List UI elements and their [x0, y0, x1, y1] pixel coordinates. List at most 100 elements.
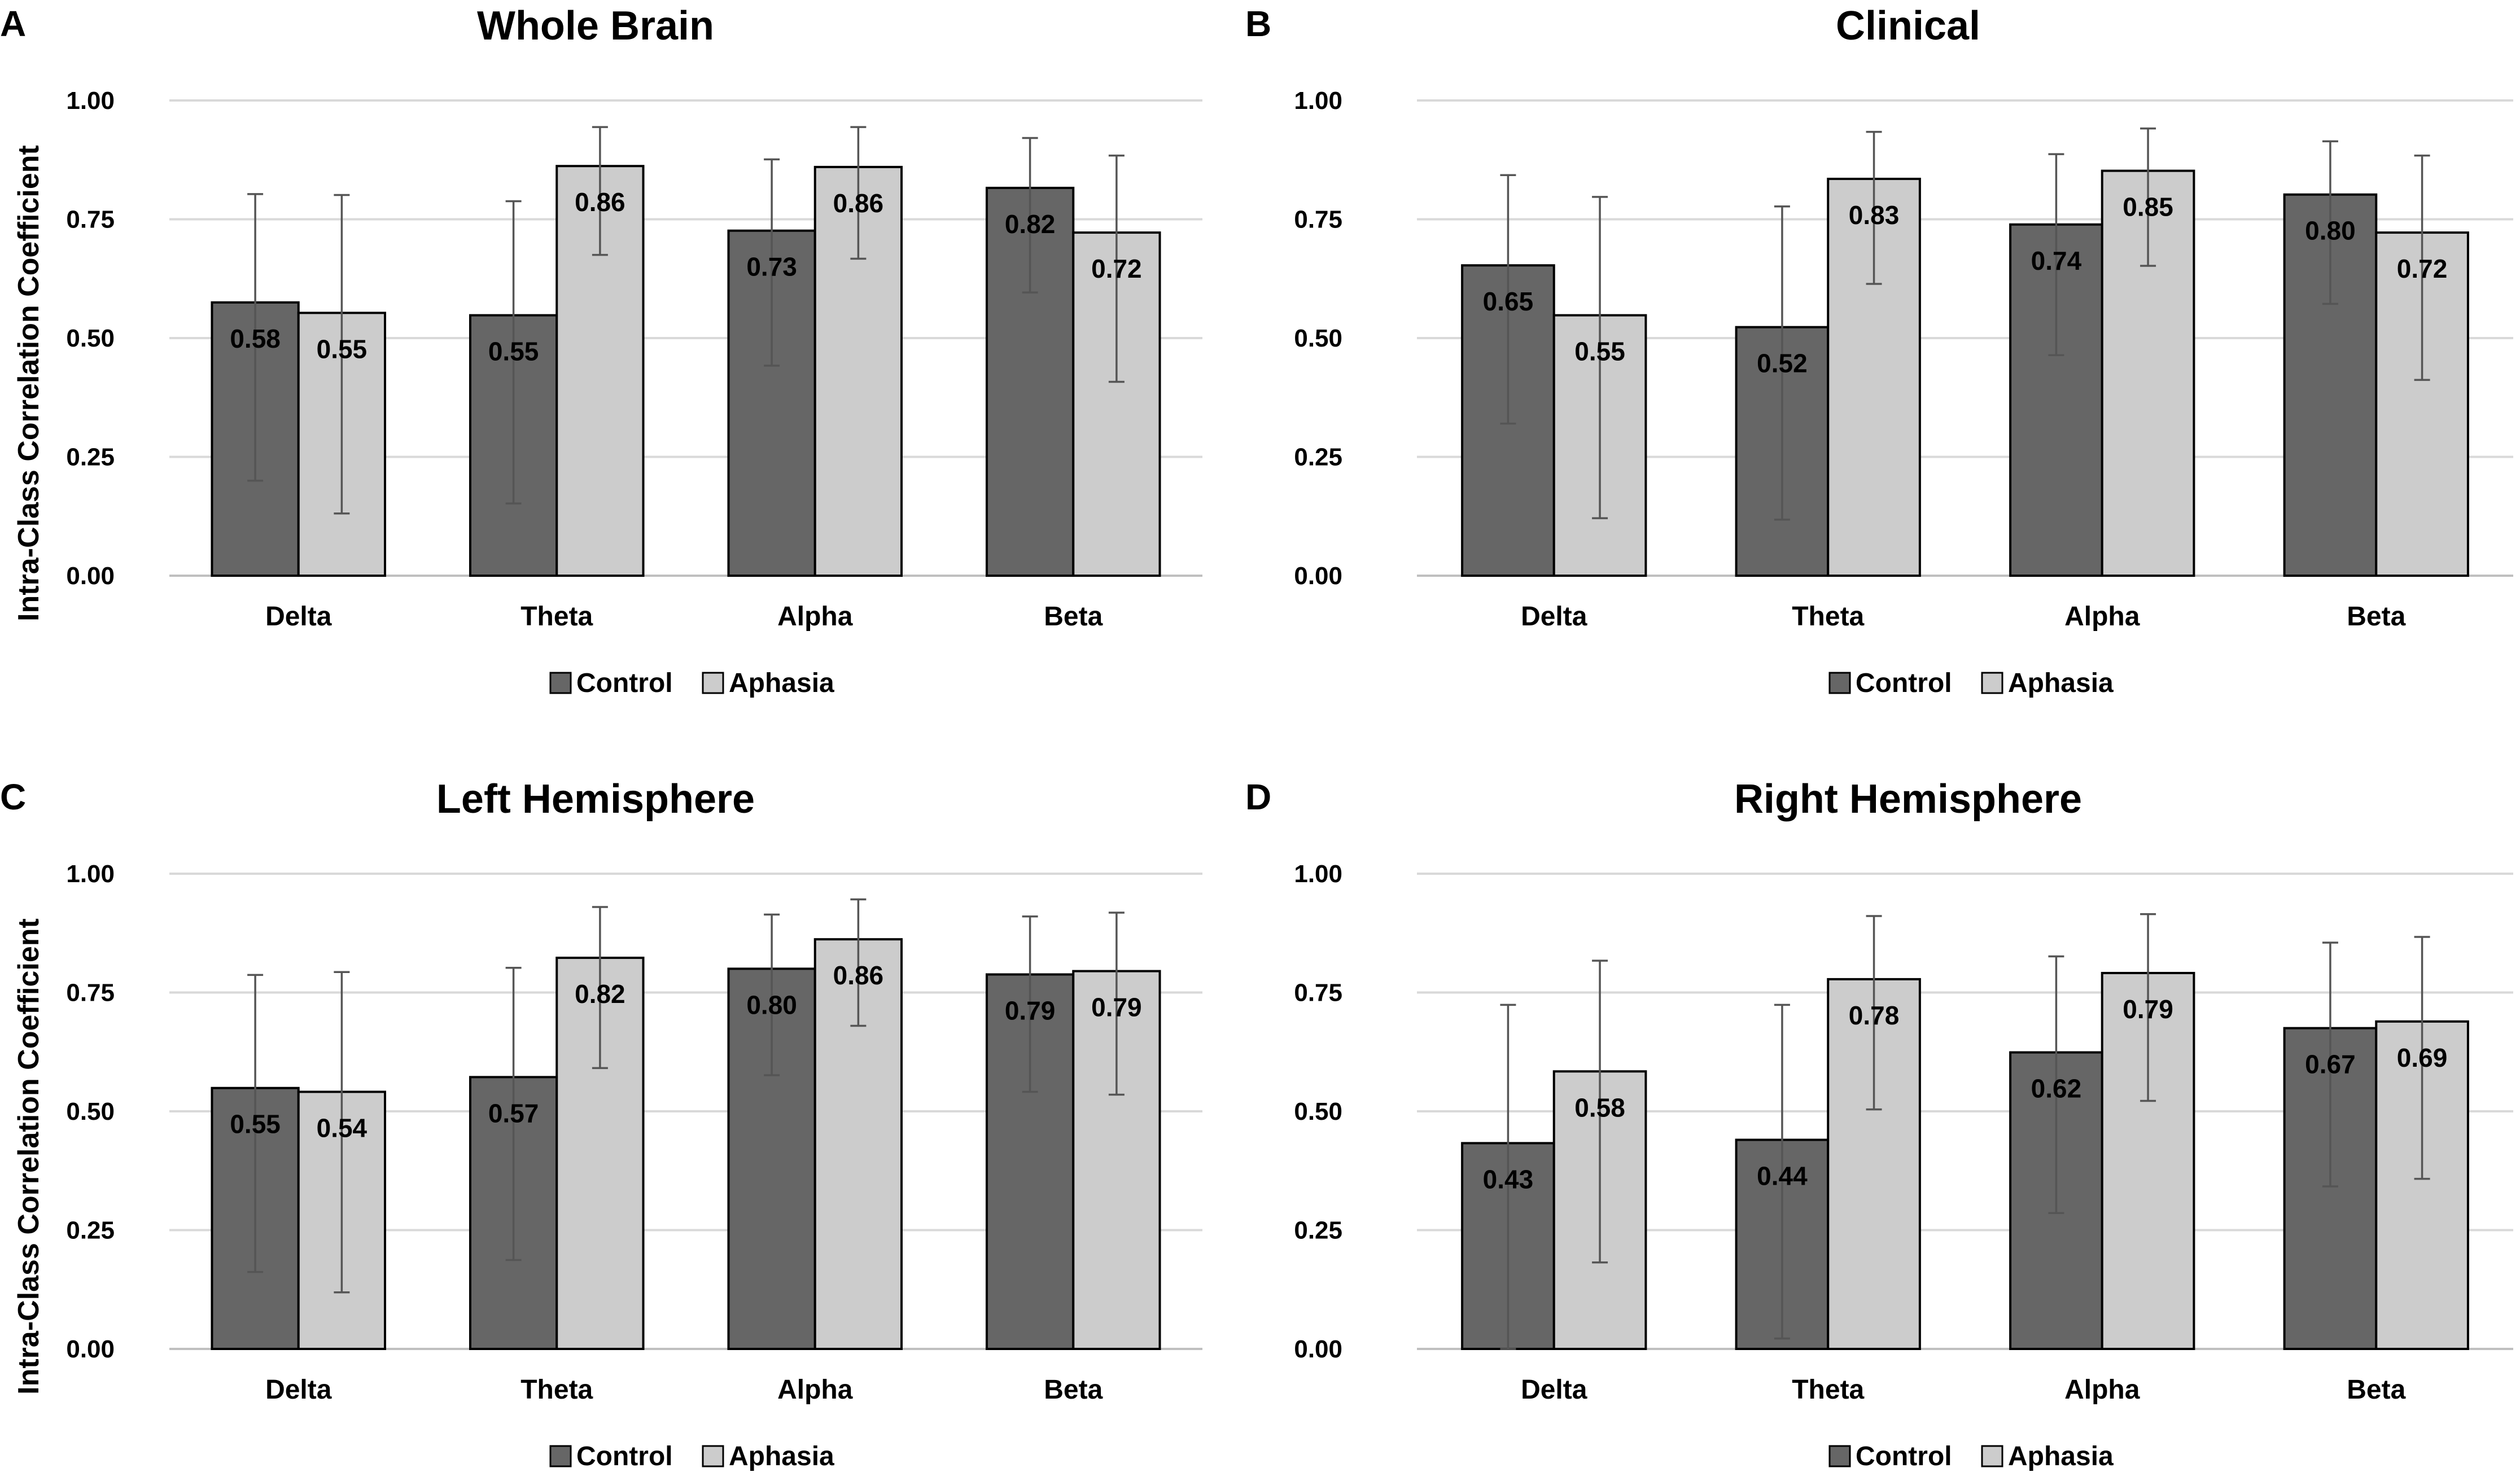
legend-swatch-aphasia — [702, 672, 724, 694]
data-label: 0.86 — [575, 187, 625, 217]
y-tick-label: 0.50 — [1294, 1098, 1342, 1125]
y-tick-label: 0.00 — [66, 1335, 115, 1363]
legend-swatch-control — [1828, 672, 1851, 694]
y-tick-label: 1.00 — [66, 860, 115, 888]
y-tick-label: 0.50 — [1294, 325, 1342, 352]
bar-aphasia-theta — [555, 957, 645, 1351]
legend-swatch-aphasia — [1981, 1445, 2003, 1467]
data-label: 0.80 — [746, 990, 797, 1019]
legend-swatch-control — [1828, 1445, 1851, 1467]
x-category-label: Beta — [2347, 1375, 2405, 1405]
x-category-label: Theta — [520, 602, 593, 632]
x-category-label: Theta — [520, 1375, 593, 1405]
chart-title: Whole Brain — [477, 3, 714, 49]
data-label: 0.79 — [1091, 993, 1142, 1022]
y-tick-label: 0.00 — [1294, 562, 1342, 590]
data-label: 0.85 — [2123, 192, 2173, 222]
data-label: 0.78 — [1849, 1001, 1900, 1030]
y-tick-label: 0.75 — [1294, 979, 1342, 1007]
x-category-label: Beta — [1044, 602, 1102, 632]
x-category-label: Delta — [265, 602, 332, 632]
data-label: 0.52 — [1757, 349, 1808, 378]
legend-label-control: Control — [576, 668, 673, 698]
y-tick-label: 0.50 — [66, 1098, 115, 1125]
legend-label-aphasia: Aphasia — [729, 1441, 834, 1471]
data-label: 0.65 — [1483, 287, 1534, 316]
chart-title: Right Hemisphere — [1734, 777, 2082, 822]
chart-panel-b: B Clinical 0.00 0.25 0.50 0.75 1.00 0.65 0.55 Del… — [1245, 3, 2513, 698]
x-category-label: Theta — [1792, 1375, 1864, 1405]
x-category-label: Alpha — [777, 602, 853, 632]
legend-swatch-control — [549, 1445, 572, 1467]
legend-label-control: Control — [576, 1441, 673, 1471]
y-tick-label: 0.75 — [66, 979, 115, 1007]
x-category-label: Delta — [1521, 1375, 1587, 1405]
data-label: 0.57 — [488, 1098, 539, 1128]
legend-swatch-control — [549, 672, 572, 694]
data-label: 0.54 — [317, 1113, 368, 1142]
y-axis-label: Intra-Class Correlation Coefficient — [12, 918, 45, 1395]
chart-panel-d: D Right Hemisphere 0.00 0.25 0.50 0.75 1.00 0.4… — [1245, 777, 2513, 1471]
data-label: 0.55 — [317, 334, 368, 363]
data-label: 0.86 — [833, 189, 884, 218]
panel-letter: C — [0, 777, 26, 817]
y-tick-label: 0.50 — [66, 325, 115, 352]
legend-swatch-aphasia — [1981, 672, 2003, 694]
data-label: 0.67 — [2305, 1050, 2356, 1079]
data-label: 0.55 — [488, 337, 539, 366]
y-tick-label: 0.25 — [1294, 444, 1342, 471]
y-tick-label: 1.00 — [1294, 87, 1342, 115]
chart-panel-a: A Whole Brain 0.00 0.25 0.50 0.75 1.00 Intra-Cl… — [0, 3, 1202, 698]
x-category-label: Delta — [1521, 602, 1587, 632]
x-category-label: Delta — [265, 1375, 332, 1405]
x-category-label: Alpha — [2064, 602, 2140, 632]
panel-letter: D — [1245, 777, 1271, 817]
data-label: 0.62 — [2031, 1074, 2082, 1103]
y-tick-label: 0.25 — [1294, 1217, 1342, 1245]
bar-aphasia-beta — [2375, 1020, 2469, 1351]
x-category-label: Theta — [1792, 602, 1864, 632]
y-tick-label: 1.00 — [1294, 860, 1342, 888]
data-label: 0.82 — [575, 979, 625, 1009]
y-axis-label: Intra-Class Correlation Coefficient — [12, 145, 45, 621]
data-label: 0.74 — [2031, 246, 2082, 275]
data-label: 0.43 — [1483, 1164, 1534, 1194]
data-label: 0.82 — [1005, 209, 1056, 239]
x-category-label: Beta — [2347, 602, 2405, 632]
data-label: 0.79 — [2123, 994, 2173, 1024]
legend-label-aphasia: Aphasia — [2008, 1441, 2114, 1471]
chart-panel-c: C Left Hemisphere 0.00 0.25 0.50 0.75 1.00 Intr… — [0, 777, 1202, 1471]
x-category-label: Alpha — [777, 1375, 853, 1405]
y-tick-label: 0.75 — [66, 206, 115, 234]
legend-swatch-aphasia — [702, 1445, 724, 1467]
data-label: 0.86 — [833, 961, 884, 990]
x-category-label: Alpha — [2064, 1375, 2140, 1405]
y-tick-label: 1.00 — [66, 87, 115, 115]
data-label: 0.72 — [2397, 254, 2448, 283]
data-label: 0.72 — [1091, 254, 1142, 283]
data-label: 0.69 — [2397, 1043, 2448, 1072]
panel-letter: B — [1245, 3, 1271, 44]
legend-label-control: Control — [1856, 668, 1952, 698]
legend-label-aphasia: Aphasia — [729, 668, 834, 698]
data-label: 0.80 — [2305, 216, 2356, 246]
y-tick-label: 0.00 — [66, 562, 115, 590]
data-label: 0.55 — [1574, 337, 1625, 366]
chart-title: Left Hemisphere — [436, 777, 755, 822]
legend-label-control: Control — [1856, 1441, 1952, 1471]
panel-letter: A — [0, 3, 26, 44]
x-category-label: Beta — [1044, 1375, 1102, 1405]
data-label: 0.58 — [230, 324, 281, 353]
data-label: 0.79 — [1005, 996, 1056, 1026]
legend-label-aphasia: Aphasia — [2008, 668, 2114, 698]
data-label: 0.44 — [1757, 1162, 1808, 1191]
y-tick-label: 0.00 — [1294, 1335, 1342, 1363]
data-label: 0.55 — [230, 1110, 281, 1139]
y-tick-label: 0.75 — [1294, 206, 1342, 234]
data-label: 0.73 — [746, 252, 797, 282]
data-label: 0.83 — [1849, 200, 1900, 230]
chart-title: Clinical — [1836, 3, 1980, 49]
y-tick-label: 0.25 — [66, 1217, 115, 1245]
y-tick-label: 0.25 — [66, 444, 115, 471]
